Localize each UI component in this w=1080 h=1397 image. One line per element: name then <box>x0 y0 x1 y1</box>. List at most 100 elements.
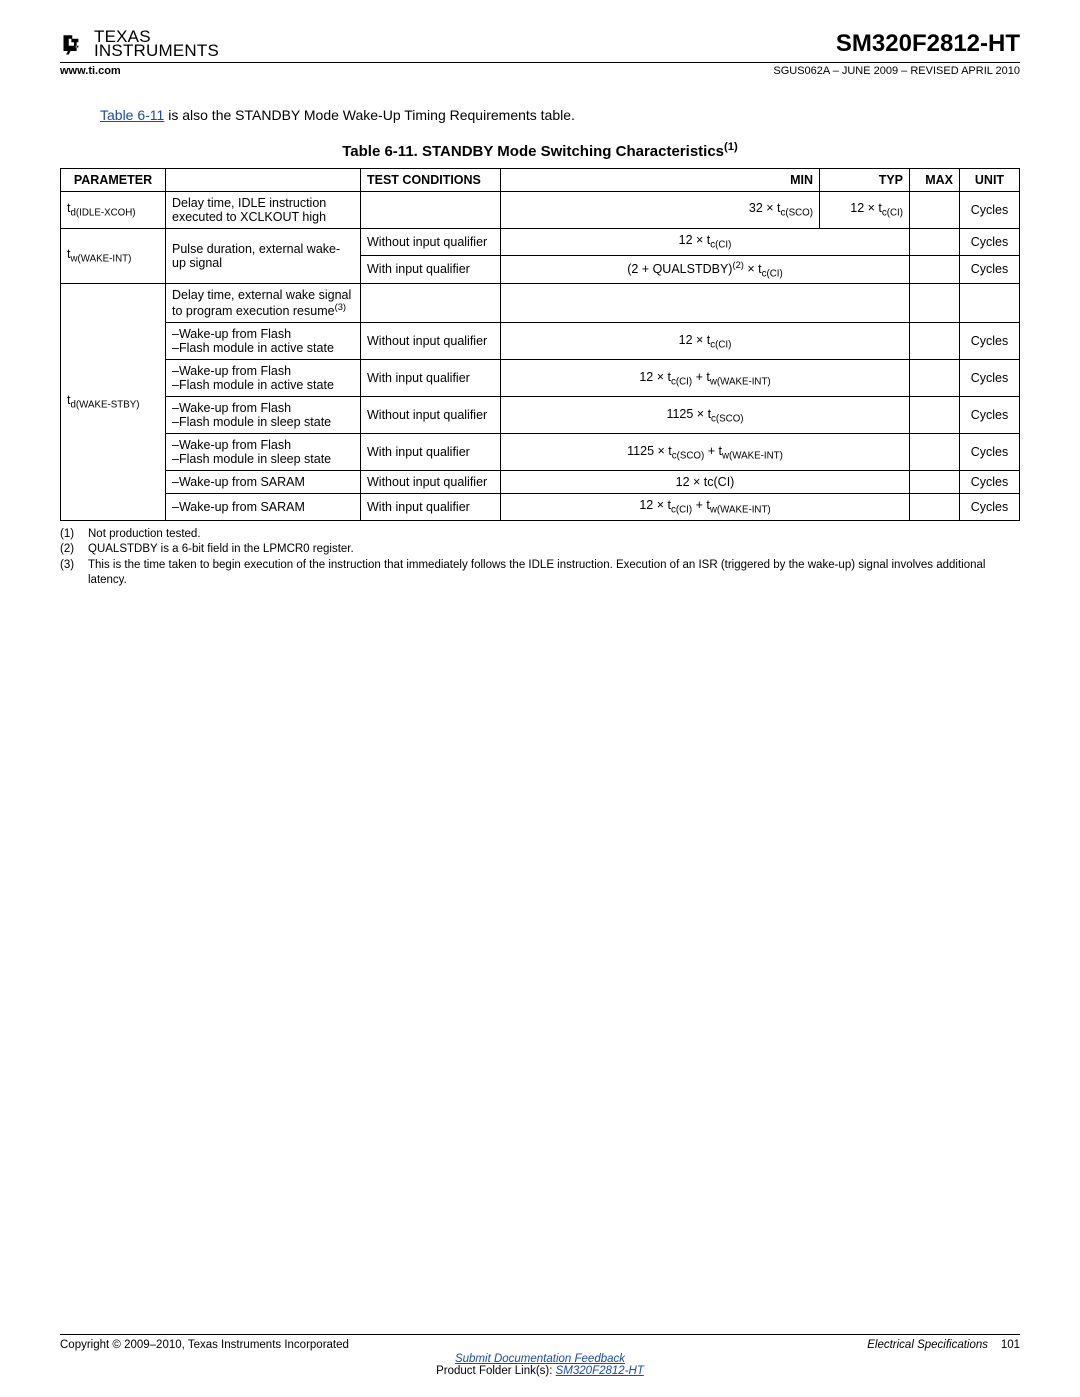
section-name: Electrical Specifications <box>867 1339 988 1351</box>
doc-revision: SGUS062A – JUNE 2009 – REVISED APRIL 201… <box>773 65 1020 77</box>
min-pre: 12 × t <box>639 370 671 384</box>
col-desc <box>166 169 361 192</box>
note-num: (1) <box>60 527 78 543</box>
min-sub2: w(WAKE-INT) <box>722 450 783 461</box>
note-text: Not production tested. <box>88 527 201 543</box>
table-title-main: Table 6-11. STANDBY Mode Switching Chara… <box>342 143 724 160</box>
table-row: td(WAKE-STBY) Delay time, external wake … <box>61 284 1020 323</box>
col-conditions: TEST CONDITIONS <box>361 169 501 192</box>
cell-cond: With input qualifier <box>361 255 501 284</box>
cell-unit: Cycles <box>960 434 1020 471</box>
col-unit: UNIT <box>960 169 1020 192</box>
table-title-sup: (1) <box>724 141 738 153</box>
submit-feedback-link[interactable]: Submit Documentation Feedback <box>455 1353 625 1365</box>
logo-line2: INSTRUMENTS <box>94 44 219 58</box>
cell-unit: Cycles <box>960 255 1020 284</box>
cell-desc: –Wake-up from SARAM <box>166 471 361 494</box>
min-mid: × t <box>744 262 762 276</box>
table-header-row: PARAMETER TEST CONDITIONS MIN TYP MAX UN… <box>61 169 1020 192</box>
min-pre: 12 × t <box>679 333 711 347</box>
cell-unit: Cycles <box>960 229 1020 256</box>
cell-unit: Cycles <box>960 323 1020 360</box>
min-pre: 32 × t <box>749 201 781 215</box>
min-mid: + t <box>704 444 722 458</box>
note-text: This is the time taken to begin executio… <box>88 558 1020 589</box>
cell-desc: –Wake-up from SARAM <box>166 494 361 521</box>
cell-cond: With input qualifier <box>361 494 501 521</box>
note-num: (3) <box>60 558 78 589</box>
table-row: –Wake-up from SARAM Without input qualif… <box>61 471 1020 494</box>
cell-desc: Pulse duration, external wake-up signal <box>166 229 361 284</box>
cell-unit: Cycles <box>960 192 1020 229</box>
min-mid: + t <box>692 498 710 512</box>
footer: Copyright © 2009–2010, Texas Instruments… <box>60 1334 1020 1377</box>
cell-desc: Delay time, IDLE instruction executed to… <box>166 192 361 229</box>
typ-pre: 12 × t <box>850 201 882 215</box>
min-pre: 12 × t <box>679 233 711 247</box>
min-sub: c(CI) <box>671 505 692 516</box>
note-text: QUALSTDBY is a 6-bit field in the LPMCR0… <box>88 542 354 558</box>
cell-unit: Cycles <box>960 397 1020 434</box>
min-sub: c(CI) <box>710 240 731 251</box>
min-sub: c(SCO) <box>781 208 814 219</box>
table-row: td(IDLE-XCOH) Delay time, IDLE instructi… <box>61 192 1020 229</box>
copyright: Copyright © 2009–2010, Texas Instruments… <box>60 1339 349 1351</box>
product-folder-link[interactable]: SM320F2812-HT <box>556 1365 644 1377</box>
cell-unit: Cycles <box>960 471 1020 494</box>
min-sup: (2) <box>732 260 743 270</box>
min-pre: 1125 × t <box>627 444 672 458</box>
desc-sup: (3) <box>335 302 346 312</box>
cell-cond: With input qualifier <box>361 360 501 397</box>
note-num: (2) <box>60 542 78 558</box>
url-link[interactable]: www.ti.com <box>60 65 121 77</box>
min-mid: + t <box>692 370 710 384</box>
cell-cond: Without input qualifier <box>361 229 501 256</box>
product-folder-label: Product Folder Link(s): <box>436 1365 556 1377</box>
min-sub: c(CI) <box>710 339 731 350</box>
table-ref-link[interactable]: Table 6-11 <box>100 107 164 123</box>
cell-desc: –Wake-up from Flash –Flash module in sle… <box>166 397 361 434</box>
col-max: MAX <box>910 169 960 192</box>
param-sub: w(WAKE-INT) <box>70 254 131 265</box>
min-sub2: w(WAKE-INT) <box>710 376 771 387</box>
cell-desc: –Wake-up from Flash –Flash module in sle… <box>166 434 361 471</box>
intro-rest: is also the STANDBY Mode Wake-Up Timing … <box>164 107 575 123</box>
table-row: –Wake-up from Flash –Flash module in sle… <box>61 434 1020 471</box>
footnotes: (1) Not production tested. (2) QUALSTDBY i… <box>60 527 1020 589</box>
page-number: 101 <box>1001 1339 1020 1351</box>
part-number: SM320F2812-HT <box>836 30 1020 58</box>
min-sub: c(SCO) <box>672 450 705 461</box>
cell-desc: Delay time, external wake signal to prog… <box>166 284 361 323</box>
logo: TEXAS INSTRUMENTS <box>60 30 219 58</box>
ti-logo-icon <box>60 30 88 58</box>
table-row: –Wake-up from Flash –Flash module in act… <box>61 360 1020 397</box>
min-pre: 1125 × t <box>666 407 711 421</box>
cell-cond: Without input qualifier <box>361 323 501 360</box>
cell-cond: With input qualifier <box>361 434 501 471</box>
cell-cond: Without input qualifier <box>361 471 501 494</box>
cell-unit: Cycles <box>960 360 1020 397</box>
min-sub2: w(WAKE-INT) <box>710 505 771 516</box>
table-row: tw(WAKE-INT) Pulse duration, external wa… <box>61 229 1020 256</box>
header: TEXAS INSTRUMENTS SM320F2812-HT <box>60 30 1020 63</box>
table-title: Table 6-11. STANDBY Mode Switching Chara… <box>60 141 1020 160</box>
subheader: www.ti.com SGUS062A – JUNE 2009 – REVISE… <box>60 65 1020 77</box>
cell-desc: –Wake-up from Flash –Flash module in act… <box>166 360 361 397</box>
col-typ: TYP <box>820 169 910 192</box>
min-sub: c(SCO) <box>711 413 744 424</box>
table-row: –Wake-up from Flash –Flash module in sle… <box>61 397 1020 434</box>
cell-unit: Cycles <box>960 494 1020 521</box>
table-row: –Wake-up from SARAM With input qualifier… <box>61 494 1020 521</box>
min-sub: c(CI) <box>762 268 783 279</box>
cell-cond <box>361 192 501 229</box>
col-min: MIN <box>501 169 820 192</box>
param-sub: d(IDLE-XCOH) <box>70 208 135 219</box>
col-parameter: PARAMETER <box>61 169 166 192</box>
min-sub: c(CI) <box>671 376 692 387</box>
typ-sub: c(CI) <box>882 208 903 219</box>
min-pre: 12 × t <box>639 498 671 512</box>
intro-text: Table 6-11 is also the STANDBY Mode Wake… <box>100 107 1020 123</box>
min-plain: 12 × tc(CI) <box>501 471 910 494</box>
cell-cond: Without input qualifier <box>361 397 501 434</box>
spec-table: PARAMETER TEST CONDITIONS MIN TYP MAX UN… <box>60 168 1020 521</box>
